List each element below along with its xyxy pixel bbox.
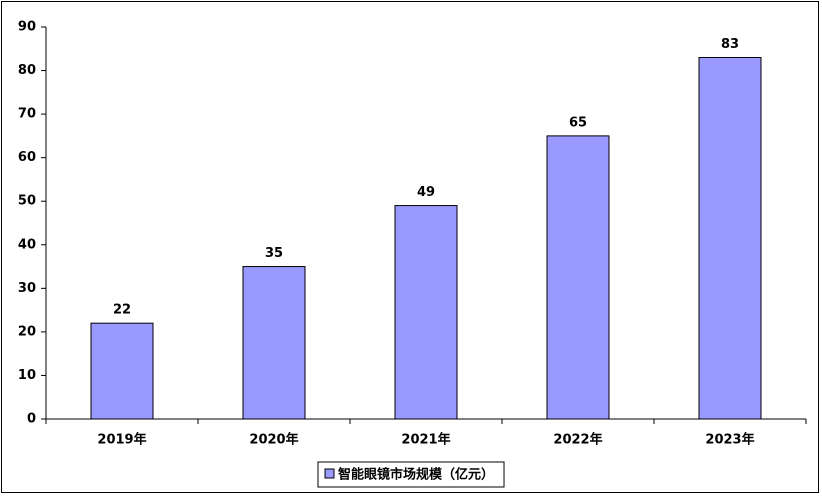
y-tick-label: 90 — [18, 20, 36, 35]
x-tick-label: 2021年 — [401, 432, 450, 448]
x-tick-label: 2019年 — [97, 432, 146, 448]
data-label: 49 — [417, 185, 435, 200]
y-tick-label: 60 — [18, 150, 36, 165]
bar — [394, 205, 458, 420]
legend-label: 智能眼镜市场规模（亿元） — [338, 467, 494, 483]
y-tick-label: 10 — [18, 368, 36, 383]
x-tick-label: 2023年 — [705, 432, 754, 448]
data-label: 35 — [265, 246, 283, 261]
y-tick-label: 80 — [18, 63, 36, 78]
x-tick-label: 2022年 — [553, 432, 602, 448]
legend-box — [317, 461, 505, 488]
data-label: 83 — [721, 37, 739, 52]
bar — [546, 135, 610, 420]
bar — [90, 322, 154, 420]
y-tick-label: 50 — [18, 194, 36, 209]
data-label: 22 — [113, 303, 131, 318]
legend-swatch — [324, 468, 335, 479]
bar — [242, 266, 306, 420]
y-tick-label: 40 — [18, 237, 36, 252]
x-tick-label: 2020年 — [249, 432, 298, 448]
bar — [698, 56, 762, 420]
y-tick-label: 30 — [18, 281, 36, 296]
y-tick-label: 0 — [27, 412, 36, 427]
y-tick-label: 70 — [18, 107, 36, 122]
data-label: 65 — [569, 115, 587, 130]
y-tick-label: 20 — [18, 324, 36, 339]
